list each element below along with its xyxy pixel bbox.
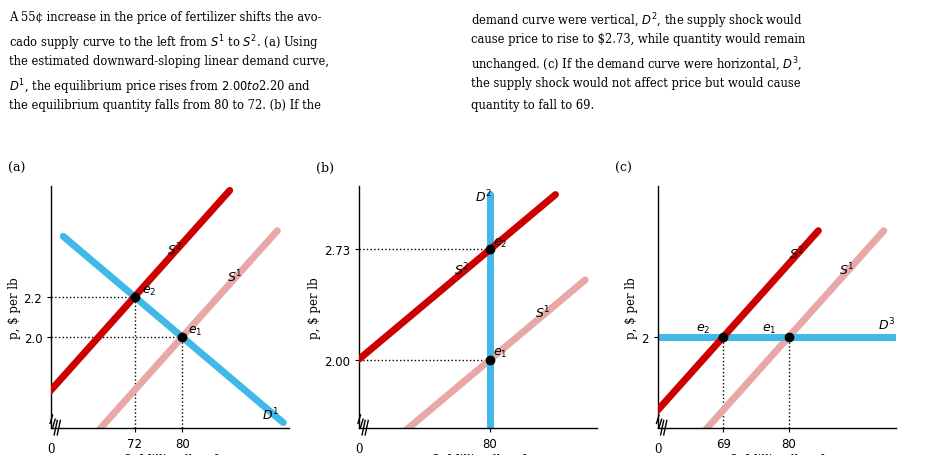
Y-axis label: p, $ per lb: p, $ per lb: [7, 276, 21, 338]
Text: $S^2$: $S^2$: [454, 262, 470, 278]
Text: the supply shock would not affect price but would cause: the supply shock would not affect price …: [471, 77, 801, 90]
Text: the estimated downward-sloping linear demand curve,: the estimated downward-sloping linear de…: [9, 55, 329, 68]
Text: $S^1$: $S^1$: [535, 304, 550, 321]
Text: $D^1$, the equilibrium price rises from $2.00 to $2.20 and: $D^1$, the equilibrium price rises from …: [9, 77, 311, 96]
Text: unchanged. (c) If the demand curve were horizontal, $D^3$,: unchanged. (c) If the demand curve were …: [471, 55, 802, 75]
Y-axis label: p, $ per lb: p, $ per lb: [308, 276, 321, 338]
Text: A 55¢ increase in the price of fertilizer shifts the avo-: A 55¢ increase in the price of fertilize…: [9, 11, 322, 25]
Text: 0: 0: [355, 442, 363, 455]
Text: demand curve were vertical, $D^2$, the supply shock would: demand curve were vertical, $D^2$, the s…: [471, 11, 803, 31]
Text: (b): (b): [316, 162, 334, 174]
Text: $S^2$: $S^2$: [788, 245, 804, 261]
X-axis label: Q, Million lbs of
avocados per month: Q, Million lbs of avocados per month: [110, 452, 230, 455]
Text: $e_1$: $e_1$: [188, 324, 202, 337]
X-axis label: Q, Million lbs of
avocados per month: Q, Million lbs of avocados per month: [717, 452, 837, 455]
Text: cause price to rise to $2.73, while quantity would remain: cause price to rise to $2.73, while quan…: [471, 33, 805, 46]
Text: 0: 0: [48, 442, 55, 455]
Text: $S^1$: $S^1$: [839, 261, 855, 278]
Text: $e_2$: $e_2$: [142, 284, 156, 297]
Text: $D^2$: $D^2$: [475, 188, 493, 205]
Text: quantity to fall to 69.: quantity to fall to 69.: [471, 99, 594, 112]
Text: 0: 0: [654, 442, 661, 455]
Text: $D^3$: $D^3$: [878, 316, 895, 332]
Text: (c): (c): [615, 162, 632, 174]
Text: $e_1$: $e_1$: [493, 346, 508, 359]
Text: $D^1$: $D^1$: [262, 405, 280, 422]
Text: $e_2$: $e_2$: [696, 322, 711, 335]
Text: $e_2$: $e_2$: [493, 236, 508, 249]
Text: $e_1$: $e_1$: [762, 322, 776, 335]
Text: (a): (a): [8, 162, 26, 174]
Text: $S^1$: $S^1$: [227, 268, 243, 284]
Y-axis label: p, $ per lb: p, $ per lb: [625, 276, 638, 338]
Text: the equilibrium quantity falls from 80 to 72. (b) If the: the equilibrium quantity falls from 80 t…: [9, 99, 321, 112]
X-axis label: Q, Million lbs of
avocados per month: Q, Million lbs of avocados per month: [418, 452, 538, 455]
Text: $S^2$: $S^2$: [167, 241, 183, 258]
Text: cado supply curve to the left from $S^1$ to $S^2$. (a) Using: cado supply curve to the left from $S^1$…: [9, 33, 319, 53]
